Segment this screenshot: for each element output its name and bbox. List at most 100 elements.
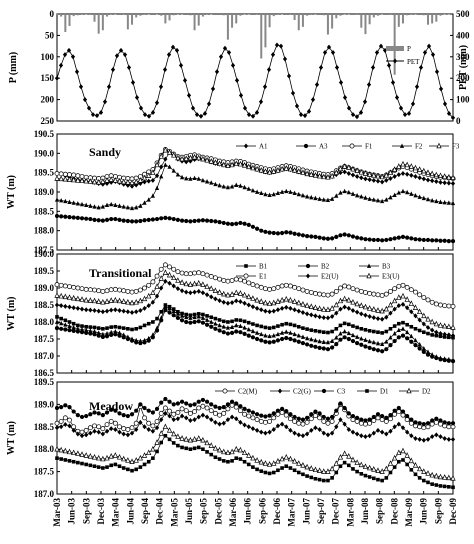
data-point [63, 403, 68, 408]
data-point [375, 178, 381, 184]
data-point [167, 408, 172, 414]
data-point [338, 233, 343, 238]
data-point [101, 466, 105, 470]
data-point [346, 170, 351, 176]
data-point [409, 236, 414, 241]
precip-bar [389, 14, 392, 15]
data-point [430, 418, 435, 423]
legend-pet-marker [392, 58, 398, 64]
sandy-tick-label: 189.0 [34, 187, 55, 197]
data-point [305, 342, 310, 347]
data-point [266, 300, 273, 306]
data-point [200, 320, 205, 325]
data-point [363, 312, 368, 318]
data-point [87, 425, 93, 431]
data-point [397, 321, 401, 326]
data-point [334, 310, 339, 316]
data-point [342, 232, 347, 237]
data-point [396, 163, 402, 169]
data-point [425, 470, 431, 476]
data-point [67, 459, 72, 463]
data-point [351, 467, 355, 471]
data-point [129, 425, 135, 431]
data-point [425, 424, 431, 430]
data-point [154, 185, 160, 191]
x-tick-label: Dec-08 [389, 498, 399, 525]
data-point [196, 319, 201, 324]
data-point [92, 307, 97, 313]
data-point [121, 298, 127, 304]
data-point [309, 234, 314, 239]
data-point [92, 287, 97, 293]
data-point [104, 217, 110, 222]
pet-point [62, 52, 68, 58]
pet-point [110, 67, 116, 73]
data-point [212, 287, 219, 293]
data-point [225, 291, 231, 298]
data-point [279, 230, 285, 236]
sandy-axis-label: WT (m) [6, 175, 17, 209]
data-point [425, 169, 431, 175]
data-point [259, 331, 264, 337]
data-point [405, 462, 409, 467]
data-point [125, 204, 130, 210]
data-point [71, 294, 77, 301]
data-point [362, 170, 369, 176]
data-point [117, 307, 122, 313]
data-point [300, 421, 306, 427]
data-point [296, 339, 301, 344]
data-point [242, 319, 247, 324]
x-tick-label: Jun-09 [419, 498, 429, 525]
data-point [309, 427, 314, 433]
data-point [329, 291, 335, 297]
data-point [229, 291, 235, 297]
data-point [146, 321, 151, 326]
data-point [163, 410, 168, 416]
data-point [438, 421, 443, 427]
data-point [384, 476, 389, 480]
data-point [84, 327, 89, 333]
data-point [442, 356, 447, 361]
data-point [346, 426, 351, 432]
data-point [371, 291, 377, 297]
data-point [400, 409, 406, 414]
data-point [359, 336, 364, 341]
data-point [317, 314, 322, 320]
data-point [234, 456, 239, 460]
data-point [213, 181, 218, 187]
data-point [117, 424, 122, 430]
data-point [400, 425, 406, 431]
data-point [75, 285, 81, 291]
pet-point [94, 113, 100, 119]
data-point [212, 275, 218, 281]
data-point [159, 164, 164, 170]
data-point [100, 331, 105, 337]
data-point [138, 465, 143, 469]
data-point [225, 184, 231, 190]
precip-bar [326, 14, 329, 35]
data-point [292, 284, 298, 290]
data-point [405, 336, 410, 341]
data-point [271, 426, 276, 432]
data-point [175, 269, 181, 275]
data-point [141, 295, 148, 302]
data-point [388, 335, 393, 340]
data-point [171, 151, 177, 158]
data-point [313, 337, 318, 343]
data-point [384, 237, 389, 243]
data-point [213, 404, 218, 409]
data-point [100, 218, 105, 223]
data-point [275, 190, 281, 196]
precip-bar [422, 14, 425, 16]
data-point [237, 160, 244, 167]
data-point [242, 300, 247, 306]
data-point [284, 188, 289, 194]
data-point [358, 302, 364, 308]
data-point [325, 347, 331, 352]
sandy-tick-label: 187.5 [34, 245, 55, 255]
data-point [292, 307, 297, 313]
data-point [171, 308, 176, 314]
pet-point [434, 69, 440, 75]
data-point [330, 314, 335, 320]
data-point [367, 177, 372, 183]
